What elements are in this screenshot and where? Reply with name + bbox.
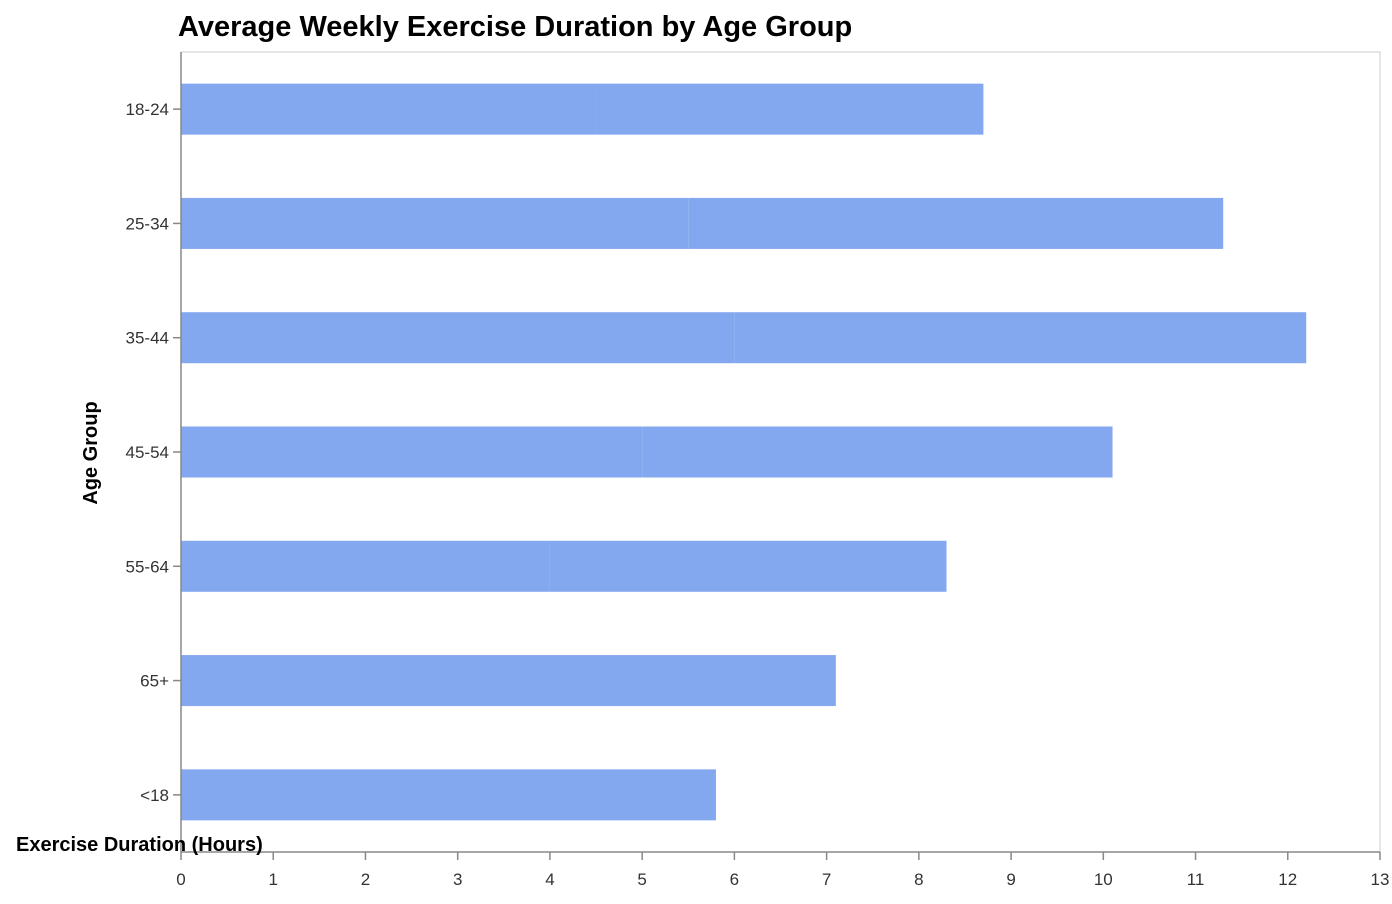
plot-frame (181, 51, 1381, 852)
x-tick-label: 11 (1187, 870, 1205, 889)
y-axis-title: Age Group (80, 401, 102, 504)
bar-segment-<18-1 (181, 769, 716, 821)
bar-segment-18-24-1 (181, 83, 597, 135)
bar-segment-35-44-2 (734, 312, 1307, 364)
x-tick-label: 4 (545, 870, 554, 889)
y-tick-label: 65+ (140, 672, 169, 691)
x-tick-label: 9 (1006, 870, 1015, 889)
bars-layer (181, 83, 1307, 821)
y-tick-label: 25-34 (126, 214, 169, 233)
x-tick-label: 10 (1094, 870, 1113, 889)
x-tick-label: 12 (1278, 870, 1297, 889)
x-tick-label: 6 (730, 870, 739, 889)
y-tick-label: 35-44 (126, 329, 169, 348)
bar-segment-18-24-2 (596, 83, 984, 135)
y-tick-label: 45-54 (126, 443, 169, 462)
bar-segment-25-34-2 (688, 197, 1224, 249)
y-tick-label: <18 (140, 786, 169, 805)
x-tick-label: 5 (637, 870, 646, 889)
x-tick-label: 1 (268, 870, 277, 889)
bar-segment-25-34-1 (181, 197, 689, 249)
y-tick-label: 18-24 (126, 100, 169, 119)
chart-title: Average Weekly Exercise Duration by Age … (178, 11, 852, 43)
x-axis: 0 1 2 3 4 5 6 7 8 9 10 11 12 13 (176, 851, 1390, 889)
bar-segment-45-54-2 (642, 426, 1113, 478)
x-axis-title: Exercise Duration (Hours) (16, 834, 263, 856)
x-tick-label: 2 (361, 870, 370, 889)
x-tick-label: 13 (1371, 870, 1390, 889)
x-tick-label: 7 (822, 870, 831, 889)
x-tick-label: 3 (453, 870, 462, 889)
y-tick-label: 55-64 (126, 557, 169, 576)
x-tick-label: 0 (176, 870, 185, 889)
bar-segment-45-54-1 (181, 426, 643, 478)
bar-segment-55-64-1 (181, 540, 550, 592)
y-axis: 18-24 25-34 35-44 45-54 55-64 65+ <18 (126, 52, 182, 852)
bar-segment-35-44-1 (181, 312, 735, 364)
bar-segment-55-64-2 (549, 540, 947, 592)
bar-segment-65+-1 (181, 655, 836, 707)
x-tick-label: 8 (914, 870, 923, 889)
